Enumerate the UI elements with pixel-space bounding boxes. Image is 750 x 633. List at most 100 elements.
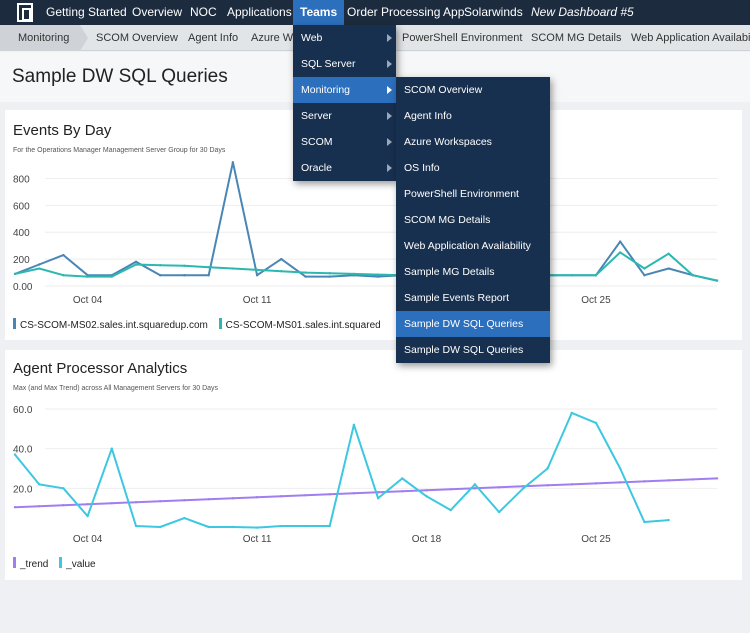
agent-legend: _trend _value xyxy=(13,557,104,570)
data-point-ms01 xyxy=(691,274,694,277)
agent-processor-analytics-panel: Agent Processor Analytics Max (and Max T… xyxy=(5,350,742,580)
events-panel-subtitle: For the Operations Manager Management Se… xyxy=(13,147,226,154)
data-point-ms01 xyxy=(159,263,162,267)
data-point-value xyxy=(183,516,186,520)
data-point-ms01 xyxy=(280,270,283,273)
data-point-ms01 xyxy=(38,267,41,270)
monitoring-menu-sample-dw-sql-queries-current[interactable]: Sample DW SQL Queries xyxy=(396,311,550,337)
x-tick-label: Oct 04 xyxy=(73,534,103,545)
data-point-trend xyxy=(425,489,428,492)
data-point-ms01 xyxy=(13,272,17,276)
legend-swatch-value xyxy=(59,557,63,568)
data-point-value xyxy=(667,518,670,522)
legend-swatch-ms01 xyxy=(218,318,222,329)
chevron-right-icon xyxy=(387,86,392,94)
monitoring-menu-scom-mg-details[interactable]: SCOM MG Details xyxy=(404,214,491,226)
monitoring-menu-scom-overview[interactable]: SCOM Overview xyxy=(404,84,483,96)
legend-entry-trend[interactable]: _trend xyxy=(13,557,48,570)
monitoring-submenu: SCOM Overview Agent Info Azure Workspace… xyxy=(396,77,550,363)
data-point-trend xyxy=(401,490,404,493)
legend-swatch-trend xyxy=(13,557,16,568)
subnav-powershell-environment[interactable]: PowerShell Environment xyxy=(402,32,523,44)
y-tick-label: 400 xyxy=(13,228,30,239)
subnav-web-application-availability[interactable]: Web Application Availabili xyxy=(631,32,750,44)
events-legend: CS-SCOM-MS02.sales.int.squaredup.com CS-… xyxy=(13,318,389,331)
data-point-value xyxy=(255,526,259,529)
data-point-ms01 xyxy=(594,274,598,277)
data-point-ms02 xyxy=(328,275,331,278)
data-point-ms02 xyxy=(207,274,210,277)
subnav-monitoring[interactable]: Monitoring xyxy=(0,25,80,50)
data-point-ms01 xyxy=(376,273,380,276)
chevron-right-icon xyxy=(387,138,392,146)
data-point-value xyxy=(401,477,404,480)
app-logo-icon[interactable] xyxy=(17,3,33,22)
subnav-agent-info[interactable]: Agent Info xyxy=(188,32,239,44)
nav-order-processing-app[interactable]: Order Processing App xyxy=(347,5,465,19)
data-point-ms02 xyxy=(643,274,646,277)
subnav-scom-overview[interactable]: SCOM Overview xyxy=(96,32,178,44)
teams-menu-monitoring[interactable]: Monitoring xyxy=(293,77,396,103)
teams-menu-oracle[interactable]: Oracle xyxy=(293,155,396,181)
data-point-value xyxy=(449,508,452,512)
data-point-value xyxy=(352,423,356,427)
monitoring-menu-sample-mg-details[interactable]: Sample MG Details xyxy=(404,266,495,278)
monitoring-menu-sample-dw-sql-queries[interactable]: Sample DW SQL Queries xyxy=(404,344,524,356)
data-point-value xyxy=(207,525,210,529)
data-point-ms02 xyxy=(376,275,380,278)
nav-solarwinds[interactable]: Solarwinds xyxy=(464,5,523,19)
data-point-ms01 xyxy=(328,272,331,275)
data-point-trend xyxy=(38,504,41,508)
nav-applications[interactable]: Applications xyxy=(227,5,292,19)
monitoring-menu-os-info[interactable]: OS Info xyxy=(404,162,440,174)
data-point-ms01 xyxy=(667,252,670,255)
data-point-trend xyxy=(13,505,17,509)
monitoring-menu-agent-info[interactable]: Agent Info xyxy=(404,110,452,122)
data-point-value xyxy=(328,524,331,528)
data-point-trend xyxy=(667,479,670,482)
data-point-trend xyxy=(449,488,452,491)
data-point-ms02 xyxy=(618,240,622,243)
legend-entry-ms02[interactable]: CS-SCOM-MS02.sales.int.squaredup.com xyxy=(13,318,208,331)
data-point-ms01 xyxy=(304,271,307,274)
monitoring-menu-sample-events-report[interactable]: Sample Events Report xyxy=(404,292,510,304)
legend-entry-ms01[interactable]: CS-SCOM-MS01.sales.int.squared xyxy=(218,318,381,331)
monitoring-menu-web-application-availability[interactable]: Web Application Availability xyxy=(404,240,531,252)
nav-noc[interactable]: NOC xyxy=(190,5,217,19)
data-point-value xyxy=(13,453,17,456)
legend-label-ms02: CS-SCOM-MS02.sales.int.squaredup.com xyxy=(20,320,208,331)
subnav-scom-mg-details[interactable]: SCOM MG Details xyxy=(531,32,622,44)
x-tick-label: Oct 11 xyxy=(243,534,272,545)
subnav-azure-workspaces[interactable]: Azure Wo xyxy=(251,32,300,44)
data-point-ms01 xyxy=(715,279,719,282)
monitoring-menu-powershell-environment[interactable]: PowerShell Environment xyxy=(404,188,519,200)
data-point-value xyxy=(280,524,283,528)
data-point-trend xyxy=(110,502,114,505)
teams-menu-server[interactable]: Server xyxy=(293,103,396,129)
data-point-value xyxy=(231,525,235,529)
teams-menu-sql-server[interactable]: SQL Server xyxy=(293,51,396,77)
teams-menu-oracle-label: Oracle xyxy=(301,162,332,174)
teams-menu-web-label: Web xyxy=(301,32,323,44)
data-point-trend xyxy=(304,494,307,497)
data-point-trend xyxy=(231,497,235,500)
monitoring-menu-azure-workspaces[interactable]: Azure Workspaces xyxy=(404,136,492,148)
nav-getting-started[interactable]: Getting Started xyxy=(46,5,127,19)
data-point-trend xyxy=(715,477,719,480)
data-point-ms01 xyxy=(231,267,235,270)
legend-entry-value[interactable]: _value xyxy=(59,557,96,570)
nav-overview[interactable]: Overview xyxy=(132,5,183,19)
data-point-trend xyxy=(643,480,646,483)
nav-new-dashboard-5[interactable]: New Dashboard #5 xyxy=(531,5,634,19)
nav-teams[interactable]: Teams xyxy=(293,0,345,25)
data-point-trend xyxy=(352,492,356,495)
x-tick-label: Oct 25 xyxy=(581,534,611,545)
teams-menu-web[interactable]: Web xyxy=(293,25,396,51)
teams-menu-scom[interactable]: SCOM xyxy=(293,129,396,155)
data-point-ms02 xyxy=(183,274,186,277)
data-point-trend xyxy=(691,478,694,481)
legend-label-ms01: CS-SCOM-MS01.sales.int.squared xyxy=(225,320,381,331)
data-point-trend xyxy=(594,482,598,485)
data-point-value xyxy=(376,497,380,500)
